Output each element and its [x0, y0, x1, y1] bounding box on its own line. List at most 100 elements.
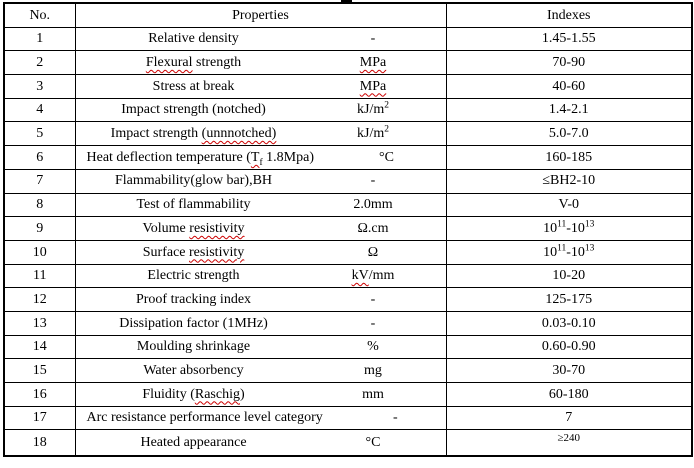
row-property-cell: Fluidity (Raschig) mm — [74, 382, 447, 407]
row-unit: Ω — [367, 244, 379, 260]
row-property-cell: Heat deflection temperature (Tf 1.8Mpa) … — [74, 145, 447, 170]
row-property: Heated appearance — [140, 435, 247, 451]
row-no: 14 — [3, 334, 76, 360]
table-row: 6 Heat deflection temperature (Tf 1.8Mpa… — [3, 145, 693, 170]
row-property-cell: Impact strength (notched) kJ/m2 — [74, 97, 447, 123]
row-index: 125-175 — [445, 287, 693, 312]
row-property: Flammability(glow bar),BH — [114, 173, 273, 189]
row-property-cell: Test of flammability 2.0mm — [74, 192, 447, 218]
row-unit: mm — [362, 386, 384, 402]
row-property-cell: Relative density - — [74, 26, 447, 52]
row-unit: - — [370, 173, 376, 189]
row-no: 7 — [3, 168, 76, 194]
row-property-cell: Arc resistance performance level categor… — [74, 405, 447, 431]
table-row: 9 Volume resistivity Ω.cm 1011-1013 — [3, 216, 693, 241]
row-property: Relative density — [148, 31, 239, 47]
row-index: 1.4-2.1 — [445, 97, 693, 123]
row-property: Fluidity (Raschig) — [142, 386, 245, 402]
row-index: 5.0-7.0 — [445, 121, 693, 147]
row-no: 9 — [3, 216, 76, 241]
row-property-cell: Stress at break MPa — [74, 74, 447, 99]
row-unit: - — [370, 315, 376, 331]
row-no: 12 — [3, 287, 76, 312]
row-property: Impact strength (unnnotched) — [110, 126, 277, 142]
row-no: 3 — [3, 74, 76, 99]
row-index: 1011-1013 — [445, 239, 693, 265]
row-no: 16 — [3, 382, 76, 407]
row-property: Test of flammability — [136, 197, 251, 213]
table-row: 8 Test of flammability 2.0mm V-0 — [3, 192, 693, 218]
row-property-cell: Water absorbency mg — [74, 358, 447, 383]
row-no: 18 — [3, 429, 76, 457]
row-property-cell: Moulding shrinkage % — [74, 334, 447, 360]
table-body: 1 Relative density - 1.45-1.55 2 Flexura… — [3, 26, 693, 457]
row-no: 17 — [3, 405, 76, 431]
row-no: 5 — [3, 121, 76, 147]
row-unit: - — [370, 31, 376, 47]
row-index: 160-185 — [445, 145, 693, 170]
table-row: 15 Water absorbency mg 30-70 — [3, 358, 693, 383]
row-property-cell: Flexural strength MPa — [74, 50, 447, 76]
row-index: 40-60 — [445, 74, 693, 99]
row-unit: - — [370, 291, 376, 307]
row-property: Volume resistivity — [142, 220, 245, 236]
row-no: 13 — [3, 310, 76, 336]
row-property: Flexural strength — [145, 55, 242, 71]
row-property: Arc resistance performance level categor… — [86, 410, 323, 426]
table-row: 4 Impact strength (notched) kJ/m2 1.4-2.… — [3, 97, 693, 123]
table-row: 13 Dissipation factor (1MHz) - 0.03-0.10 — [3, 310, 693, 336]
row-property-cell: Proof tracking index - — [74, 287, 447, 312]
table-row: 14 Moulding shrinkage % 0.60-0.90 — [3, 334, 693, 360]
row-no: 1 — [3, 26, 76, 52]
row-property-cell: Dissipation factor (1MHz) - — [74, 310, 447, 336]
header-properties: Properties — [74, 2, 447, 28]
row-property: Proof tracking index — [135, 291, 252, 307]
table-row: 17 Arc resistance performance level cate… — [3, 405, 693, 431]
table-row: 2 Flexural strength MPa 70-90 — [3, 50, 693, 76]
row-property: Heat deflection temperature (Tf 1.8Mpa) — [86, 149, 314, 168]
row-property-cell: Impact strength (unnnotched) kJ/m2 — [74, 121, 447, 147]
row-property-cell: Flammability(glow bar),BH - — [74, 168, 447, 194]
row-property-cell: Heated appearance °C — [74, 429, 447, 457]
properties-table: No. Properties Indexes 1 Relative densit… — [3, 2, 693, 458]
table-row: 16 Fluidity (Raschig) mm 60-180 — [3, 382, 693, 407]
row-property-cell: Electric strength kV/mm — [74, 263, 447, 289]
row-index: 30-70 — [445, 358, 693, 383]
row-unit: kJ/m2 — [357, 100, 389, 118]
row-unit: MPa — [359, 78, 387, 94]
row-property: Dissipation factor (1MHz) — [119, 315, 268, 331]
row-no: 11 — [3, 263, 76, 289]
header-row: No. Properties Indexes — [3, 2, 693, 28]
row-property-cell: Volume resistivity Ω.cm — [74, 216, 447, 241]
row-index: ≤BH2-10 — [445, 168, 693, 194]
row-no: 15 — [3, 358, 76, 383]
row-index: 0.03-0.10 — [445, 310, 693, 336]
row-unit: °C — [379, 149, 394, 165]
row-unit: % — [367, 339, 379, 355]
table-row: 3 Stress at break MPa 40-60 — [3, 74, 693, 99]
table-row: 11 Electric strength kV/mm 10-20 — [3, 263, 693, 289]
row-index: V-0 — [445, 192, 693, 218]
row-index: ≥240 — [445, 429, 693, 457]
row-property: Moulding shrinkage — [136, 339, 251, 355]
header-indexes: Indexes — [445, 2, 693, 28]
table-row: 7 Flammability(glow bar),BH - ≤BH2-10 — [3, 168, 693, 194]
cropped-title-remnant — [341, 0, 352, 3]
row-property-cell: Surface resistivity Ω — [74, 239, 447, 265]
row-index: 0.60-0.90 — [445, 334, 693, 360]
row-no: 2 — [3, 50, 76, 76]
row-property: Water absorbency — [143, 362, 244, 378]
row-index: 1.45-1.55 — [445, 26, 693, 52]
row-index: 10-20 — [445, 263, 693, 289]
row-index: 7 — [445, 405, 693, 431]
row-unit: - — [392, 410, 398, 426]
row-unit: 2.0mm — [353, 197, 393, 213]
table-row: 18 Heated appearance °C ≥240 — [3, 429, 693, 457]
row-index: 1011-1013 — [445, 216, 693, 241]
row-property: Stress at break — [152, 78, 235, 94]
table-row: 10 Surface resistivity Ω 1011-1013 — [3, 239, 693, 265]
row-unit: kJ/m2 — [357, 124, 389, 142]
row-unit: kV/mm — [351, 268, 395, 284]
row-unit: °C — [365, 435, 381, 451]
